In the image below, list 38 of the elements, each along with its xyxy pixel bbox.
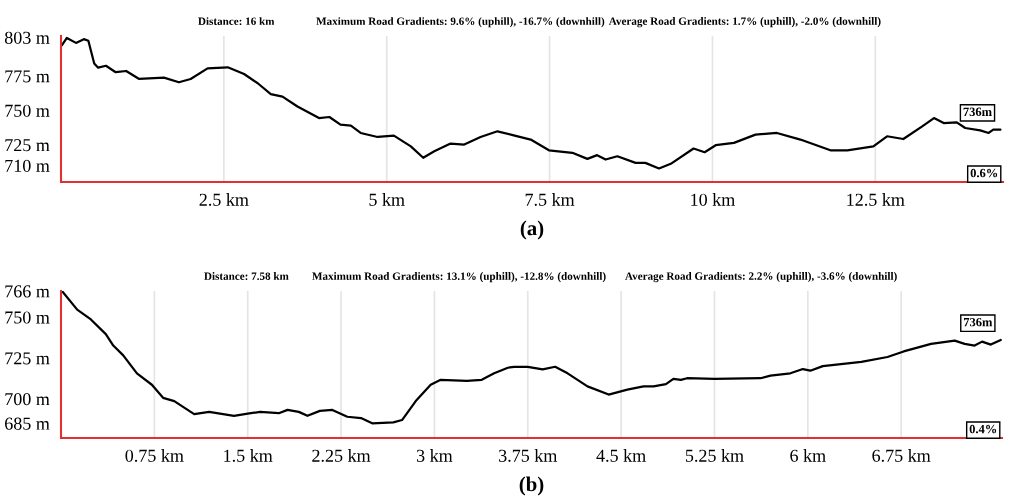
x-tick-label: 6 km <box>790 449 826 462</box>
line-series <box>61 36 1002 170</box>
x-tick-label: 5 km <box>369 193 405 206</box>
line-series <box>61 291 1002 425</box>
text: Average Road Gradients: 1.7% (uphill), -2.0% (downhill) <box>608 17 881 28</box>
text: Distance: 7.58 km <box>204 272 289 280</box>
x-tick-label: 2.25 km <box>312 449 371 462</box>
x-axis-title: (b) <box>519 476 544 496</box>
x-tick-label: 1.5 km <box>224 449 273 462</box>
x-tick-label: 5.25 km <box>685 449 744 462</box>
y-tick-label: 803 m <box>4 31 50 44</box>
y-tick-label: 750 m <box>5 311 50 324</box>
x-tick-label: 12.5 km <box>847 193 905 206</box>
y-tick-label: 725 m <box>5 139 50 152</box>
x-tick-label: 3 km <box>416 449 453 462</box>
text: Distance: 16 km <box>198 17 275 26</box>
text: Maximum Road Gradients: 9.6% (uphill), -16.7% (downhill) <box>316 17 605 28</box>
annotation: 0.4% <box>969 424 997 434</box>
y-tick-label: 766 m <box>5 285 50 298</box>
y-tick-label: 685 m <box>5 417 50 430</box>
y-tick-label: 775 m <box>5 70 50 83</box>
y-tick-label: 700 m <box>5 393 50 406</box>
annotation: 736m <box>963 107 992 117</box>
y-tick-label: 710 m <box>5 159 50 172</box>
x-tick-label: 0.75 km <box>125 449 184 462</box>
y-tick-label: 725 m <box>5 352 50 365</box>
x-tick-label: 2.5 km <box>199 193 249 206</box>
text: Average Road Gradients: 2.2% (uphill), -3.6% (downhill) <box>625 272 897 283</box>
x-axis-title: (a) <box>520 220 544 240</box>
x-tick-label: 3.75 km <box>499 449 558 462</box>
text: Maximum Road Gradients: 13.1% (uphill), -12.8% (downhill) <box>312 272 606 283</box>
y-tick-label: 750 m <box>5 104 50 117</box>
annotation: 736m <box>963 317 993 327</box>
x-tick-label: 7.5 km <box>525 193 575 206</box>
x-tick-label: 6.75 km <box>872 449 931 462</box>
annotation: 0.6% <box>970 168 998 178</box>
x-tick-label: 4.5 km <box>596 449 646 462</box>
x-tick-label: 10 km <box>691 193 735 206</box>
